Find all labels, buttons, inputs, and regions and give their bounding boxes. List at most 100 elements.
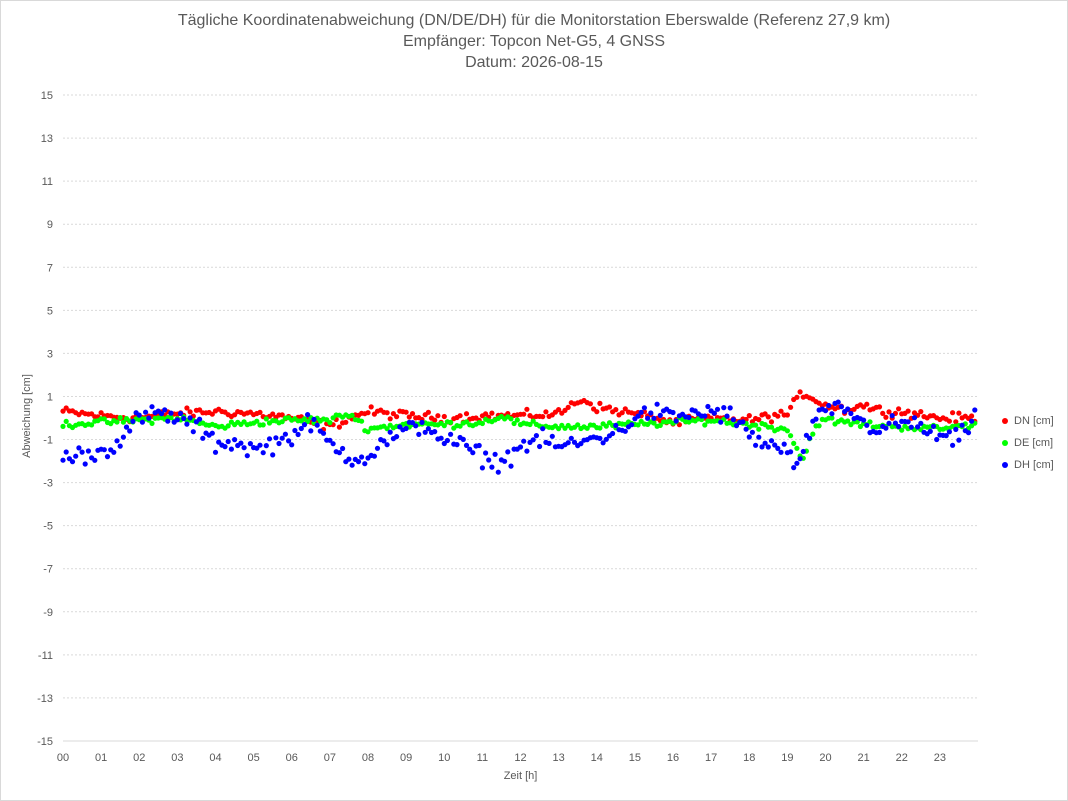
data-point xyxy=(673,418,679,424)
data-point xyxy=(959,422,965,428)
chart-title-line-3: Datum: 2026-08-15 xyxy=(465,54,603,71)
data-point xyxy=(228,446,234,452)
data-point xyxy=(514,417,520,423)
data-point xyxy=(784,412,791,418)
data-point xyxy=(63,449,69,455)
data-point xyxy=(238,440,244,446)
data-point xyxy=(394,434,400,440)
x-tick-label: 00 xyxy=(57,752,69,764)
x-tick-label: 21 xyxy=(858,752,870,764)
data-point xyxy=(867,419,873,425)
y-tick-labels: 15 13 11 9 7 5 3 1 -1 -3 -5 -7 -9 -11 -13 -15 xyxy=(37,90,53,748)
data-point xyxy=(969,418,975,424)
legend-item: DH [cm] xyxy=(1002,454,1066,476)
data-point xyxy=(835,399,841,405)
data-point xyxy=(441,423,447,429)
data-point xyxy=(648,410,654,416)
data-point xyxy=(791,465,797,471)
data-point xyxy=(212,449,219,455)
data-point xyxy=(448,431,454,437)
data-point xyxy=(788,449,794,455)
data-point xyxy=(556,426,562,432)
data-point xyxy=(613,407,619,413)
legend: DN [cm] DE [cm] DH [cm] xyxy=(1002,410,1066,476)
data-point xyxy=(756,426,762,432)
data-point xyxy=(556,407,562,413)
data-point xyxy=(346,456,352,462)
data-point xyxy=(943,433,949,439)
data-point xyxy=(168,414,174,421)
data-point xyxy=(76,445,82,451)
chart-title: Tägliche Koordinatenabweichung (DN/DE/DH… xyxy=(0,10,1068,73)
legend-label: DN [cm] xyxy=(1014,415,1054,427)
data-point xyxy=(158,411,165,417)
data-point xyxy=(254,418,260,424)
data-points xyxy=(60,389,978,475)
data-point xyxy=(82,461,88,467)
data-point xyxy=(190,429,196,435)
data-point xyxy=(610,430,616,437)
x-tick-label: 12 xyxy=(514,752,526,764)
data-point xyxy=(359,454,365,460)
data-point xyxy=(365,429,371,435)
data-point xyxy=(130,418,136,424)
data-point xyxy=(762,440,768,446)
data-point xyxy=(273,435,279,441)
data-point xyxy=(409,420,416,426)
data-point xyxy=(635,422,641,428)
data-point xyxy=(165,418,171,424)
data-point xyxy=(810,431,816,437)
data-point xyxy=(791,440,797,446)
y-tick-label: 11 xyxy=(42,176,53,188)
data-point xyxy=(266,436,273,442)
data-point xyxy=(800,448,806,455)
data-point xyxy=(807,435,813,441)
data-point xyxy=(489,464,495,470)
y-tick-label: 15 xyxy=(41,90,53,102)
data-point xyxy=(387,416,393,422)
data-point xyxy=(822,408,829,414)
data-point xyxy=(794,460,800,466)
y-tick-label: -9 xyxy=(43,607,53,619)
x-tick-label: 15 xyxy=(629,752,641,764)
y-tick-label: 7 xyxy=(47,262,53,274)
data-point xyxy=(349,412,355,418)
data-point xyxy=(168,410,174,416)
data-point xyxy=(362,461,368,467)
data-point xyxy=(311,416,317,422)
data-point xyxy=(483,411,489,417)
data-point xyxy=(232,437,238,443)
data-point xyxy=(425,426,431,432)
x-tick-labels: 00 01 02 03 04 05 06 07 08 09 10 11 12 13 14 15 16 17 18 19… xyxy=(57,752,946,764)
data-point xyxy=(775,413,781,419)
data-point xyxy=(784,428,791,434)
x-tick-label: 17 xyxy=(705,752,717,764)
x-tick-label: 05 xyxy=(248,752,260,764)
data-point xyxy=(727,405,733,411)
data-point xyxy=(918,409,924,415)
data-point xyxy=(73,453,79,459)
y-tick-label: -1 xyxy=(43,435,53,447)
data-point xyxy=(495,469,501,475)
data-point xyxy=(457,413,463,419)
data-point xyxy=(123,424,130,430)
data-point xyxy=(365,410,371,416)
data-point xyxy=(327,420,333,426)
data-point xyxy=(517,444,524,450)
data-point xyxy=(778,408,784,414)
data-point xyxy=(953,419,959,425)
data-point xyxy=(778,449,784,455)
data-point xyxy=(756,417,762,423)
y-tick-label: -3 xyxy=(43,478,53,490)
data-point xyxy=(969,413,975,419)
x-tick-label: 04 xyxy=(209,752,221,764)
data-point xyxy=(209,430,215,436)
data-point xyxy=(209,411,215,417)
data-point xyxy=(139,419,145,425)
data-point xyxy=(101,447,107,453)
data-point xyxy=(257,442,263,448)
y-tick-label: 3 xyxy=(47,348,53,360)
data-point xyxy=(117,443,123,449)
data-point xyxy=(454,442,460,448)
data-point xyxy=(187,409,193,415)
